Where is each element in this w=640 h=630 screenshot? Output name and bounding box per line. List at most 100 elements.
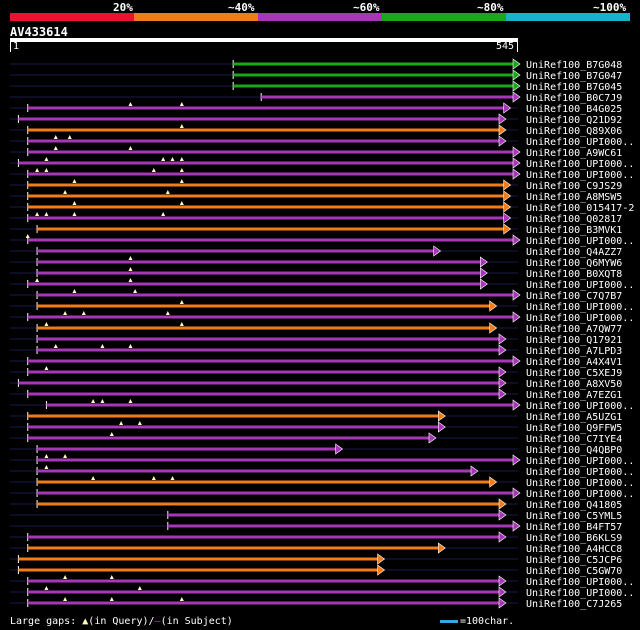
- hit-row[interactable]: UniRef100_UPI000..: [10, 465, 634, 478]
- hit-label[interactable]: UniRef100_UPI000..: [526, 467, 634, 478]
- hit-label[interactable]: UniRef100_A4HCC8: [526, 544, 622, 555]
- hit-label[interactable]: UniRef100_B0C7J9: [526, 93, 622, 104]
- hit-row[interactable]: UniRef100_C5JCP6: [10, 553, 622, 566]
- hit-row[interactable]: UniRef100_UPI000..: [10, 278, 634, 291]
- hit-label[interactable]: UniRef100_Q4AZZ7: [526, 247, 622, 258]
- hit-row[interactable]: UniRef100_UPI000..: [10, 487, 634, 500]
- hit-label[interactable]: UniRef100_C5YML5: [526, 511, 622, 522]
- hit-row[interactable]: UniRef100_Q89X06: [10, 124, 622, 137]
- hit-row[interactable]: UniRef100_UPI000..: [10, 157, 634, 170]
- hit-label[interactable]: UniRef100_B7G048: [526, 60, 622, 71]
- hit-label[interactable]: UniRef100_A7QW77: [526, 324, 622, 335]
- hit-row[interactable]: UniRef100_Q4AZZ7: [10, 245, 622, 258]
- hit-row[interactable]: UniRef100_B6KLS9: [10, 531, 622, 544]
- hit-row[interactable]: UniRef100_Q17921: [10, 333, 622, 346]
- hit-label[interactable]: UniRef100_UPI000..: [526, 137, 634, 148]
- hit-label[interactable]: UniRef100_Q02817: [526, 214, 622, 225]
- hit-row[interactable]: UniRef100_A7EZG1: [10, 388, 622, 401]
- hit-row[interactable]: UniRef100_C7J265: [10, 597, 622, 610]
- hit-label[interactable]: UniRef100_A4X4V1: [526, 357, 622, 368]
- hit-label[interactable]: UniRef100_UPI000..: [526, 456, 634, 467]
- hit-label[interactable]: UniRef100_A7LPD3: [526, 346, 622, 357]
- hit-row[interactable]: UniRef100_B3MVK1: [10, 223, 622, 236]
- hit-label[interactable]: UniRef100_A8MSW5: [526, 192, 622, 203]
- hit-row[interactable]: UniRef100_A5UZG1: [10, 410, 622, 423]
- hit-row[interactable]: UniRef100_B7G045: [10, 80, 622, 93]
- hit-row[interactable]: UniRef100_Q21D92: [10, 113, 622, 126]
- hit-row[interactable]: UniRef100_UPI000..: [10, 168, 634, 181]
- hit-label[interactable]: UniRef100_A5UZG1: [526, 412, 622, 423]
- hit-row[interactable]: UniRef100_B4G025: [10, 102, 622, 115]
- hit-label[interactable]: UniRef100_C7Q7B7: [526, 291, 622, 302]
- hit-label[interactable]: UniRef100_C7IYE4: [526, 434, 622, 445]
- hit-row[interactable]: UniRef100_UPI000..: [10, 300, 634, 313]
- hit-row[interactable]: UniRef100_UPI000..: [10, 234, 634, 247]
- hit-label[interactable]: UniRef100_UPI000..: [526, 236, 634, 247]
- hit-row[interactable]: UniRef100_A7LPD3: [10, 344, 622, 357]
- hit-row[interactable]: UniRef100_A4X4V1: [10, 355, 622, 368]
- hit-row[interactable]: UniRef100_UPI000..: [10, 476, 634, 489]
- hit-label[interactable]: UniRef100_UPI000..: [526, 489, 634, 500]
- hit-label[interactable]: UniRef100_B3MVK1: [526, 225, 622, 236]
- hit-label[interactable]: UniRef100_UPI000..: [526, 401, 634, 412]
- hit-label[interactable]: UniRef100_C5JCP6: [526, 555, 622, 566]
- hit-row[interactable]: UniRef100_Q02817: [10, 212, 622, 225]
- hit-row[interactable]: UniRef100_B0C7J9: [10, 91, 622, 104]
- hit-label[interactable]: UniRef100_B6KLS9: [526, 533, 622, 544]
- hit-row[interactable]: UniRef100_UPI000..: [10, 399, 634, 412]
- hit-label[interactable]: UniRef100_Q9FFW5: [526, 423, 622, 434]
- hit-label[interactable]: UniRef100_UPI000..: [526, 478, 634, 489]
- hit-label[interactable]: UniRef100_B0XQT8: [526, 269, 622, 280]
- hit-label[interactable]: UniRef100_B4FT57: [526, 522, 622, 533]
- hit-row[interactable]: UniRef100_UPI000..: [10, 311, 634, 324]
- hit-row[interactable]: UniRef100_B4FT57: [10, 520, 622, 533]
- hit-label[interactable]: UniRef100_Q89X06: [526, 126, 622, 137]
- hit-row[interactable]: UniRef100_015417-2: [10, 201, 634, 214]
- hit-label[interactable]: UniRef100_UPI000..: [526, 313, 634, 324]
- hit-row[interactable]: UniRef100_UPI000..: [10, 575, 634, 588]
- hit-row[interactable]: UniRef100_A8XV50: [10, 377, 622, 390]
- hit-row[interactable]: UniRef100_C5YML5: [10, 509, 622, 522]
- hit-label[interactable]: UniRef100_B7G045: [526, 82, 622, 93]
- hit-label[interactable]: UniRef100_C5XEJ9: [526, 368, 622, 379]
- hit-row[interactable]: UniRef100_Q4QBP0: [10, 443, 622, 456]
- hit-label[interactable]: UniRef100_UPI000..: [526, 280, 634, 291]
- hit-label[interactable]: UniRef100_B7G047: [526, 71, 622, 82]
- hit-label[interactable]: UniRef100_Q17921: [526, 335, 622, 346]
- hit-label[interactable]: UniRef100_UPI000..: [526, 577, 634, 588]
- hit-row[interactable]: UniRef100_B0XQT8: [10, 267, 622, 280]
- hit-row[interactable]: UniRef100_C5GW70: [10, 564, 622, 577]
- hit-label[interactable]: UniRef100_UPI000..: [526, 170, 634, 181]
- hit-label[interactable]: UniRef100_C5GW70: [526, 566, 622, 577]
- hit-label[interactable]: UniRef100_A7EZG1: [526, 390, 622, 401]
- hit-label[interactable]: UniRef100_Q21D92: [526, 115, 622, 126]
- hit-row[interactable]: UniRef100_UPI000..: [10, 454, 634, 467]
- hit-label[interactable]: UniRef100_Q4QBP0: [526, 445, 622, 456]
- hit-row[interactable]: UniRef100_C9JS29: [10, 179, 622, 192]
- hit-row[interactable]: UniRef100_A4HCC8: [10, 542, 622, 555]
- hit-row[interactable]: UniRef100_UPI000..: [10, 586, 634, 599]
- hit-row[interactable]: UniRef100_C7Q7B7: [10, 289, 622, 302]
- hit-label[interactable]: UniRef100_B4G025: [526, 104, 622, 115]
- hit-row[interactable]: UniRef100_B7G048: [10, 58, 622, 71]
- hit-row[interactable]: UniRef100_Q6MYW6: [10, 256, 622, 269]
- hit-row[interactable]: UniRef100_C5XEJ9: [10, 366, 622, 379]
- hit-row[interactable]: UniRef100_A7QW77: [10, 322, 622, 335]
- hit-label[interactable]: UniRef100_015417-2: [526, 203, 634, 214]
- hit-label[interactable]: UniRef100_UPI000..: [526, 159, 634, 170]
- hit-row[interactable]: UniRef100_UPI000..: [10, 135, 634, 148]
- hit-row[interactable]: UniRef100_A9WC61: [10, 146, 622, 159]
- hit-label[interactable]: UniRef100_UPI000..: [526, 588, 634, 599]
- hit-row[interactable]: UniRef100_A8MSW5: [10, 190, 622, 203]
- hit-label[interactable]: UniRef100_Q41805: [526, 500, 622, 511]
- hit-label[interactable]: UniRef100_A9WC61: [526, 148, 622, 159]
- hit-row[interactable]: UniRef100_Q41805: [10, 498, 622, 511]
- hit-row[interactable]: UniRef100_Q9FFW5: [10, 421, 622, 434]
- hit-row[interactable]: UniRef100_B7G047: [10, 69, 622, 82]
- hit-label[interactable]: UniRef100_C7J265: [526, 599, 622, 610]
- hit-label[interactable]: UniRef100_A8XV50: [526, 379, 622, 390]
- hit-label[interactable]: UniRef100_Q6MYW6: [526, 258, 622, 269]
- hit-row[interactable]: UniRef100_C7IYE4: [10, 432, 622, 445]
- hit-label[interactable]: UniRef100_UPI000..: [526, 302, 634, 313]
- hit-label[interactable]: UniRef100_C9JS29: [526, 181, 622, 192]
